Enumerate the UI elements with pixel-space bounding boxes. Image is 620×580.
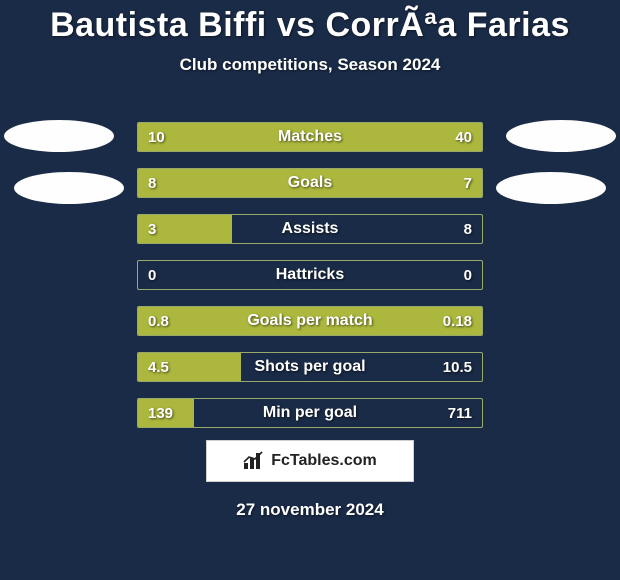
stat-label: Min per goal <box>138 399 482 427</box>
stat-label: Goals per match <box>138 307 482 335</box>
stat-row: 4.510.5Shots per goal <box>137 352 483 382</box>
player-right-badge-1 <box>506 120 616 152</box>
page-title: Bautista Biffi vs CorrÃªa Farias <box>0 0 620 45</box>
player-left-badge-1 <box>4 120 114 152</box>
stat-label: Shots per goal <box>138 353 482 381</box>
stat-label: Assists <box>138 215 482 243</box>
stat-row: 87Goals <box>137 168 483 198</box>
stats-bars: 1040Matches 87Goals 38Assists 00Hattricks 0.… <box>137 122 483 444</box>
stat-row: 139711Min per goal <box>137 398 483 428</box>
player-left-badge-2 <box>14 172 124 204</box>
subtitle: Club competitions, Season 2024 <box>0 55 620 75</box>
stat-label: Hattricks <box>138 261 482 289</box>
stat-row: 38Assists <box>137 214 483 244</box>
logo-text: FcTables.com <box>271 452 377 470</box>
stat-row: 1040Matches <box>137 122 483 152</box>
stat-label: Goals <box>138 169 482 197</box>
player-right-badge-2 <box>496 172 606 204</box>
chart-icon <box>243 451 265 471</box>
logo-box: FcTables.com <box>206 440 414 482</box>
stat-row: 00Hattricks <box>137 260 483 290</box>
date-text: 27 november 2024 <box>0 500 620 520</box>
stat-row: 0.80.18Goals per match <box>137 306 483 336</box>
stat-label: Matches <box>138 123 482 151</box>
